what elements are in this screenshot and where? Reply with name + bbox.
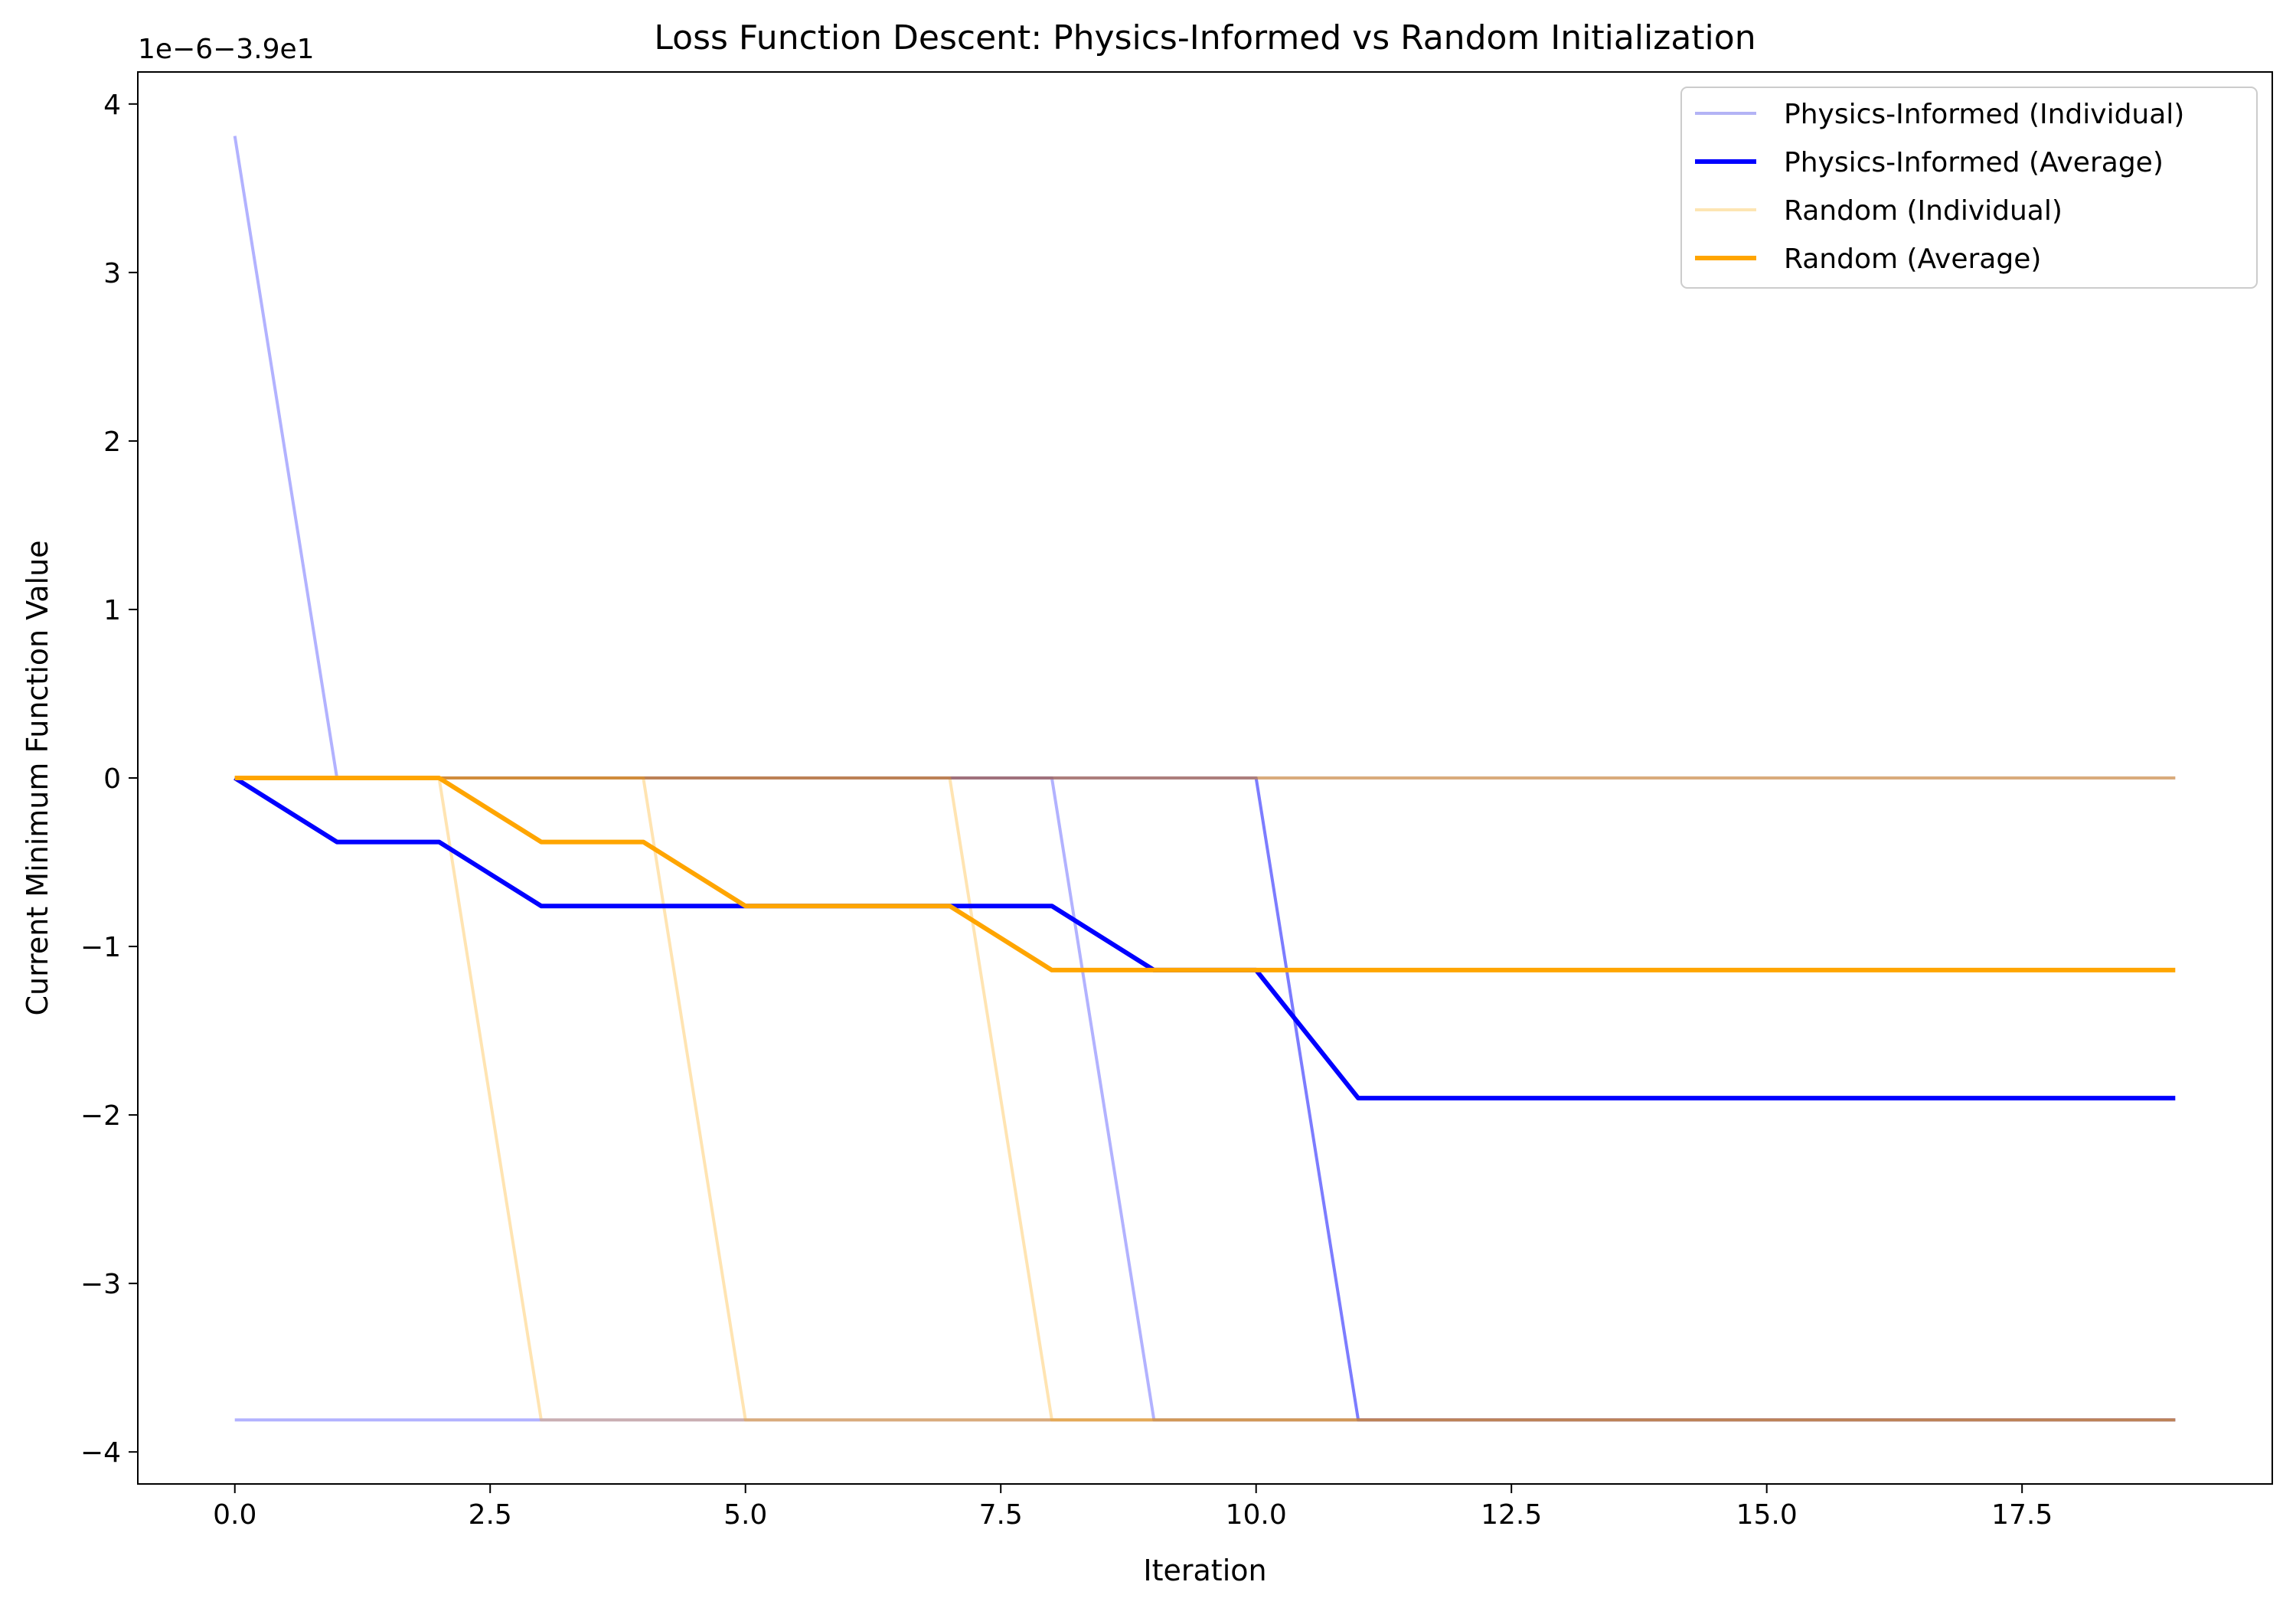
x-axis-label: Iteration	[1143, 1554, 1266, 1587]
chart-title: Loss Function Descent: Physics-Informed …	[654, 18, 1755, 57]
y-tick-label: −4	[80, 1437, 121, 1469]
series-line-physics-individual-4	[234, 776, 2176, 1422]
series-line-random-individual-7	[234, 776, 2176, 1422]
y-tick-label: 3	[103, 258, 121, 289]
legend-label: Physics-Informed (Individual)	[1784, 99, 2184, 130]
y-tick-label: −1	[80, 932, 121, 963]
y-tick-label: −3	[80, 1269, 121, 1300]
x-tick-label: 7.5	[979, 1499, 1023, 1531]
legend-label: Random (Individual)	[1784, 195, 2062, 227]
x-axis: 0.0 2.5 5.0 7.5 10.0 12.5 15.0 17.5	[213, 1484, 2053, 1531]
x-tick-label: 15.0	[1736, 1499, 1798, 1531]
y-tick-label: 4	[103, 90, 121, 121]
x-tick-label: 10.0	[1226, 1499, 1287, 1531]
y-offset-text: 1e−6−3.9e1	[138, 34, 315, 65]
y-axis: −4 −3 −2 −1 0 1 2 3 4	[80, 90, 138, 1469]
y-axis-label: Current Minimum Function Value	[21, 540, 54, 1015]
series-line-random-individual-5	[234, 776, 2176, 1422]
legend-label: Physics-Informed (Average)	[1784, 147, 2164, 178]
series-line-physics-individual-0	[233, 136, 2176, 779]
x-tick-label: 12.5	[1481, 1499, 1542, 1531]
y-tick-label: −2	[80, 1100, 121, 1132]
series-line-random-average-11	[234, 776, 2176, 972]
legend-label: Random (Average)	[1784, 243, 2041, 275]
x-tick-label: 17.5	[1991, 1499, 2053, 1531]
legend: Physics-Informed (Individual) Physics-Inf…	[1680, 87, 2258, 289]
y-tick-label: 1	[103, 595, 121, 626]
x-tick-label: 2.5	[469, 1499, 512, 1531]
series-layer	[233, 136, 2176, 1422]
legend-box	[1680, 87, 2258, 289]
series-line-physics-average-10	[234, 776, 2176, 1101]
y-tick-label: 0	[103, 763, 121, 795]
y-tick-label: 2	[103, 427, 121, 458]
series-line-physics-individual-3	[234, 776, 2176, 1422]
series-line-random-individual-6	[234, 776, 2176, 1422]
series-line-physics-individual-2	[234, 776, 2176, 1422]
x-tick-label: 0.0	[213, 1499, 256, 1531]
x-tick-label: 5.0	[723, 1499, 767, 1531]
